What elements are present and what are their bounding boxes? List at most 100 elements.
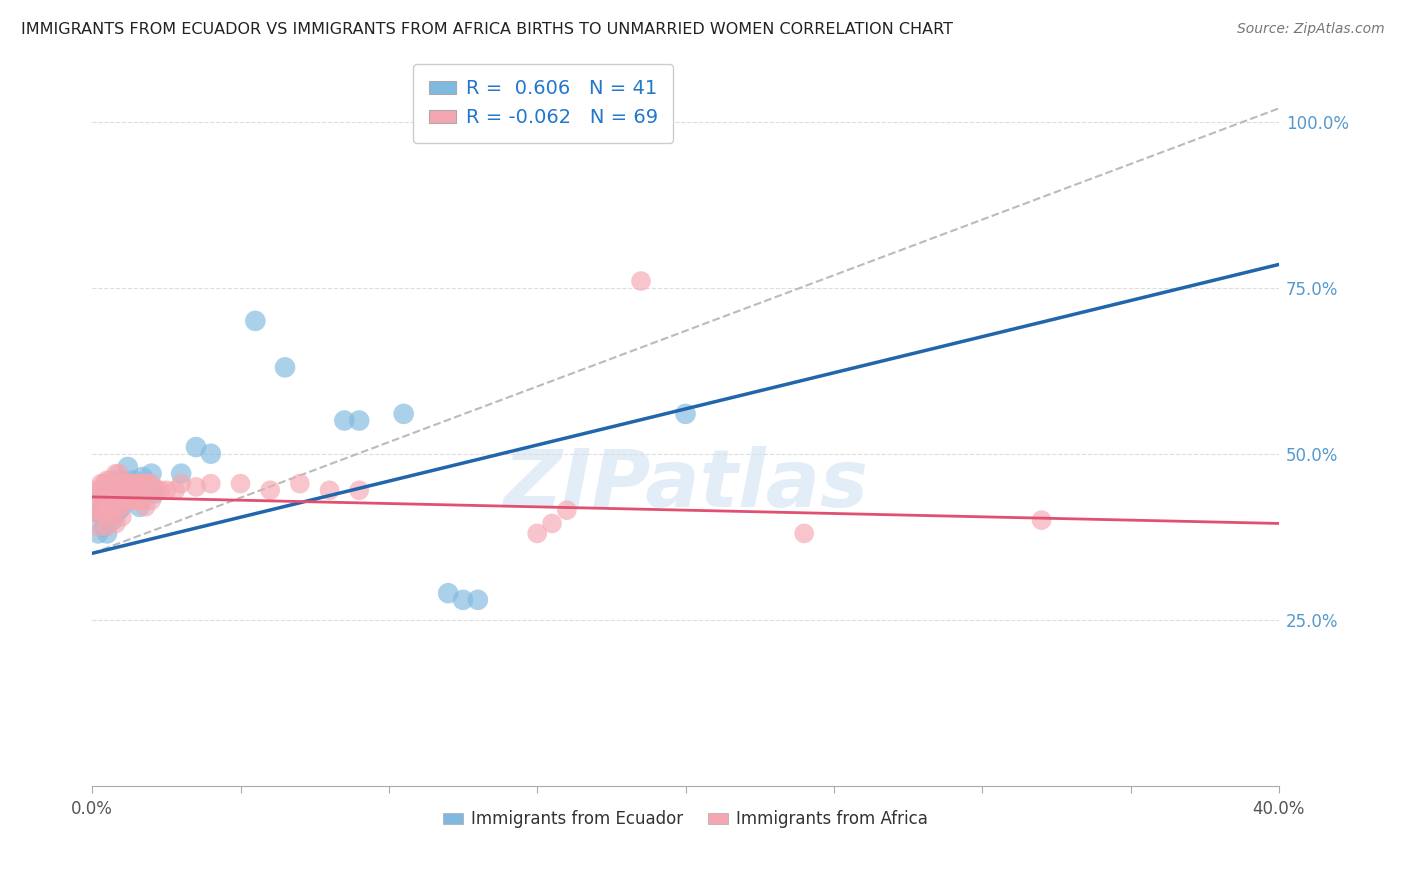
Point bbox=[108, 483, 131, 498]
Point bbox=[135, 476, 157, 491]
Point bbox=[108, 500, 131, 514]
Point bbox=[128, 493, 150, 508]
Point bbox=[90, 503, 112, 517]
Point bbox=[111, 473, 134, 487]
Point bbox=[125, 486, 148, 500]
Point bbox=[90, 490, 112, 504]
Point bbox=[128, 500, 150, 514]
Point bbox=[467, 592, 489, 607]
Point bbox=[111, 493, 134, 508]
Point bbox=[141, 493, 163, 508]
Point bbox=[347, 413, 370, 427]
Point bbox=[101, 493, 124, 508]
Point bbox=[392, 407, 415, 421]
Point bbox=[131, 493, 153, 508]
Point bbox=[141, 476, 163, 491]
Point bbox=[149, 483, 172, 498]
Point bbox=[87, 507, 110, 521]
Point bbox=[90, 507, 112, 521]
Point bbox=[84, 503, 107, 517]
Point bbox=[96, 503, 118, 517]
Point bbox=[143, 483, 166, 498]
Point bbox=[146, 483, 169, 498]
Point bbox=[135, 486, 157, 500]
Point bbox=[200, 447, 222, 461]
Point bbox=[630, 274, 652, 288]
Point bbox=[104, 483, 127, 498]
Point bbox=[259, 483, 281, 498]
Point bbox=[526, 526, 548, 541]
Point bbox=[125, 493, 148, 508]
Point bbox=[98, 473, 121, 487]
Point bbox=[229, 476, 252, 491]
Point bbox=[98, 486, 121, 500]
Point bbox=[170, 476, 193, 491]
Point bbox=[98, 503, 121, 517]
Point bbox=[104, 500, 127, 514]
Point bbox=[114, 486, 136, 500]
Point bbox=[120, 493, 142, 508]
Point bbox=[93, 507, 115, 521]
Point bbox=[114, 476, 136, 491]
Point bbox=[101, 490, 124, 504]
Point bbox=[104, 473, 127, 487]
Point bbox=[135, 500, 157, 514]
Point bbox=[111, 500, 134, 514]
Point bbox=[108, 503, 131, 517]
Point bbox=[84, 483, 107, 498]
Point bbox=[98, 503, 121, 517]
Point bbox=[117, 460, 139, 475]
Point bbox=[111, 476, 134, 491]
Point bbox=[87, 520, 110, 534]
Point bbox=[87, 503, 110, 517]
Point bbox=[108, 483, 131, 498]
Point bbox=[184, 480, 207, 494]
Point bbox=[200, 476, 222, 491]
Point bbox=[1031, 513, 1053, 527]
Point bbox=[122, 473, 145, 487]
Point bbox=[793, 526, 815, 541]
Point bbox=[318, 483, 340, 498]
Point bbox=[131, 476, 153, 491]
Point bbox=[117, 476, 139, 491]
Point bbox=[101, 513, 124, 527]
Point bbox=[96, 503, 118, 517]
Text: IMMIGRANTS FROM ECUADOR VS IMMIGRANTS FROM AFRICA BIRTHS TO UNMARRIED WOMEN CORR: IMMIGRANTS FROM ECUADOR VS IMMIGRANTS FR… bbox=[21, 22, 953, 37]
Point bbox=[114, 493, 136, 508]
Point bbox=[170, 467, 193, 481]
Point bbox=[101, 476, 124, 491]
Point bbox=[165, 483, 187, 498]
Point bbox=[84, 503, 107, 517]
Point bbox=[138, 476, 160, 491]
Point bbox=[143, 486, 166, 500]
Point bbox=[101, 507, 124, 521]
Point bbox=[108, 467, 131, 481]
Point bbox=[104, 516, 127, 531]
Point bbox=[93, 490, 115, 504]
Point bbox=[104, 467, 127, 481]
Point bbox=[437, 586, 460, 600]
Point bbox=[120, 486, 142, 500]
Point bbox=[675, 407, 697, 421]
Point bbox=[96, 526, 118, 541]
Point bbox=[96, 520, 118, 534]
Point bbox=[555, 503, 578, 517]
Text: Source: ZipAtlas.com: Source: ZipAtlas.com bbox=[1237, 22, 1385, 37]
Point bbox=[96, 473, 118, 487]
Point bbox=[96, 486, 118, 500]
Point bbox=[333, 413, 356, 427]
Point bbox=[90, 486, 112, 500]
Point bbox=[98, 483, 121, 498]
Point bbox=[104, 507, 127, 521]
Point bbox=[111, 509, 134, 524]
Point bbox=[184, 440, 207, 454]
Point bbox=[93, 493, 115, 508]
Point bbox=[131, 470, 153, 484]
Point bbox=[90, 476, 112, 491]
Legend: Immigrants from Ecuador, Immigrants from Africa: Immigrants from Ecuador, Immigrants from… bbox=[436, 804, 935, 835]
Point bbox=[117, 493, 139, 508]
Point bbox=[125, 476, 148, 491]
Point bbox=[245, 314, 267, 328]
Point bbox=[274, 360, 297, 375]
Text: ZIPatlas: ZIPatlas bbox=[503, 445, 868, 524]
